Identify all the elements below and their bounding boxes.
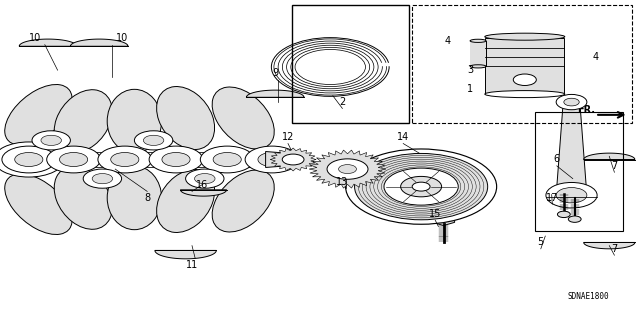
Polygon shape xyxy=(266,152,294,167)
Circle shape xyxy=(98,146,152,173)
Ellipse shape xyxy=(212,87,275,149)
Circle shape xyxy=(92,174,113,184)
Circle shape xyxy=(47,146,100,173)
Circle shape xyxy=(8,149,49,170)
Ellipse shape xyxy=(4,85,72,145)
Circle shape xyxy=(143,135,164,145)
Circle shape xyxy=(564,98,579,106)
Circle shape xyxy=(195,174,215,184)
Text: 10: 10 xyxy=(29,33,42,43)
Ellipse shape xyxy=(4,174,72,234)
Ellipse shape xyxy=(54,166,112,229)
Bar xyxy=(412,5,632,123)
Text: FR.: FR. xyxy=(577,105,595,115)
Circle shape xyxy=(0,142,64,177)
Polygon shape xyxy=(246,90,304,97)
Circle shape xyxy=(134,131,173,150)
Text: 6: 6 xyxy=(554,154,560,165)
Ellipse shape xyxy=(157,86,214,150)
Ellipse shape xyxy=(485,91,564,98)
Circle shape xyxy=(513,74,536,85)
Text: 9: 9 xyxy=(272,68,278,78)
Polygon shape xyxy=(584,153,635,160)
Polygon shape xyxy=(584,242,635,249)
Text: 1: 1 xyxy=(467,84,474,94)
Circle shape xyxy=(327,159,368,179)
Circle shape xyxy=(355,153,488,220)
Circle shape xyxy=(111,152,139,167)
Text: 7: 7 xyxy=(611,161,618,171)
Text: 4: 4 xyxy=(592,52,598,63)
Polygon shape xyxy=(485,38,564,94)
Circle shape xyxy=(83,169,122,188)
Circle shape xyxy=(282,154,304,165)
Circle shape xyxy=(41,135,61,145)
Circle shape xyxy=(32,131,70,150)
Text: 11: 11 xyxy=(186,260,198,270)
Bar xyxy=(470,41,486,66)
Bar xyxy=(292,5,409,123)
Circle shape xyxy=(384,168,458,205)
Ellipse shape xyxy=(485,33,564,40)
Circle shape xyxy=(149,146,203,173)
Text: 8: 8 xyxy=(144,193,150,203)
Ellipse shape xyxy=(54,90,112,153)
Ellipse shape xyxy=(470,39,486,42)
Polygon shape xyxy=(309,150,386,188)
Ellipse shape xyxy=(108,89,162,153)
Circle shape xyxy=(546,182,597,208)
Circle shape xyxy=(200,146,254,173)
Polygon shape xyxy=(270,148,316,171)
Circle shape xyxy=(245,146,299,173)
Text: 12: 12 xyxy=(282,132,294,142)
Ellipse shape xyxy=(157,169,214,233)
Text: 16: 16 xyxy=(195,180,208,190)
Circle shape xyxy=(401,176,442,197)
Circle shape xyxy=(258,152,286,167)
Circle shape xyxy=(556,188,587,203)
Polygon shape xyxy=(70,39,128,46)
Circle shape xyxy=(568,216,581,222)
Text: 4: 4 xyxy=(445,36,451,47)
Ellipse shape xyxy=(108,166,162,230)
Circle shape xyxy=(556,94,587,110)
Circle shape xyxy=(162,152,190,167)
Text: 3: 3 xyxy=(467,65,474,75)
Circle shape xyxy=(557,211,570,218)
Circle shape xyxy=(412,182,430,191)
Circle shape xyxy=(186,169,224,188)
Ellipse shape xyxy=(212,170,275,232)
Circle shape xyxy=(2,146,56,173)
Text: 14: 14 xyxy=(397,132,410,142)
Polygon shape xyxy=(180,190,227,196)
Polygon shape xyxy=(433,213,454,226)
Text: 10: 10 xyxy=(115,33,128,43)
Circle shape xyxy=(15,152,43,167)
Circle shape xyxy=(271,38,389,96)
Circle shape xyxy=(346,149,497,224)
Polygon shape xyxy=(556,102,587,195)
Polygon shape xyxy=(19,39,77,46)
Text: SDNAE1800: SDNAE1800 xyxy=(568,292,610,301)
Circle shape xyxy=(339,165,356,174)
Circle shape xyxy=(213,152,241,167)
Text: 2: 2 xyxy=(339,97,346,107)
Text: 15: 15 xyxy=(429,209,442,219)
Circle shape xyxy=(60,152,88,167)
Text: 13: 13 xyxy=(336,177,349,187)
Text: 7: 7 xyxy=(611,244,618,254)
Text: 5: 5 xyxy=(538,237,544,248)
Polygon shape xyxy=(155,250,216,259)
Text: 17: 17 xyxy=(545,193,558,203)
Bar xyxy=(535,112,623,231)
Ellipse shape xyxy=(470,65,486,68)
